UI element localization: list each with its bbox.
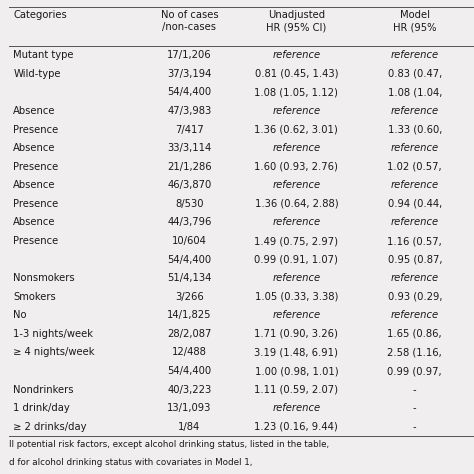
Text: 28/2,087: 28/2,087 <box>167 329 212 339</box>
Text: d for alcohol drinking status with covariates in Model 1,: d for alcohol drinking status with covar… <box>9 458 253 467</box>
Text: 1.33 (0.60,: 1.33 (0.60, <box>388 125 442 135</box>
Text: Presence: Presence <box>13 236 58 246</box>
Text: 0.93 (0.29,: 0.93 (0.29, <box>388 292 442 302</box>
Text: 54/4,400: 54/4,400 <box>167 366 211 376</box>
Text: 46/3,870: 46/3,870 <box>167 180 211 190</box>
Text: reference: reference <box>391 143 439 153</box>
Text: 1.71 (0.90, 3.26): 1.71 (0.90, 3.26) <box>255 329 338 339</box>
Text: 1.05 (0.33, 3.38): 1.05 (0.33, 3.38) <box>255 292 338 302</box>
Text: 44/3,796: 44/3,796 <box>167 218 212 228</box>
Text: 0.99 (0.91, 1.07): 0.99 (0.91, 1.07) <box>255 255 338 264</box>
Text: Smokers: Smokers <box>13 292 56 302</box>
Text: 0.83 (0.47,: 0.83 (0.47, <box>388 69 442 79</box>
Text: Categories: Categories <box>13 10 67 20</box>
Text: Absence: Absence <box>13 180 56 190</box>
Text: Model
HR (95%: Model HR (95% <box>393 10 437 32</box>
Text: 0.99 (0.97,: 0.99 (0.97, <box>387 366 442 376</box>
Text: reference: reference <box>272 403 320 413</box>
Text: Absence: Absence <box>13 143 56 153</box>
Text: 1-3 nights/week: 1-3 nights/week <box>13 329 93 339</box>
Text: Nondrinkers: Nondrinkers <box>13 384 74 395</box>
Text: ≥ 2 drinks/day: ≥ 2 drinks/day <box>13 422 87 432</box>
Text: 12/488: 12/488 <box>172 347 207 357</box>
Text: 1.08 (1.05, 1.12): 1.08 (1.05, 1.12) <box>255 87 338 98</box>
Text: Unadjusted
HR (95% CI): Unadjusted HR (95% CI) <box>266 10 327 32</box>
Text: 1.36 (0.64, 2.88): 1.36 (0.64, 2.88) <box>255 199 338 209</box>
Text: 0.81 (0.45, 1.43): 0.81 (0.45, 1.43) <box>255 69 338 79</box>
Text: Presence: Presence <box>13 199 58 209</box>
Text: -: - <box>413 384 417 395</box>
Text: 54/4,400: 54/4,400 <box>167 87 211 98</box>
Text: 1.02 (0.57,: 1.02 (0.57, <box>387 162 442 172</box>
Text: 1.08 (1.04,: 1.08 (1.04, <box>388 87 442 98</box>
Text: 1.60 (0.93, 2.76): 1.60 (0.93, 2.76) <box>255 162 338 172</box>
Text: reference: reference <box>391 106 439 116</box>
Text: 17/1,206: 17/1,206 <box>167 50 212 60</box>
Text: 51/4,134: 51/4,134 <box>167 273 212 283</box>
Text: reference: reference <box>272 273 320 283</box>
Text: 37/3,194: 37/3,194 <box>167 69 212 79</box>
Text: reference: reference <box>391 310 439 320</box>
Text: reference: reference <box>272 106 320 116</box>
Text: 0.95 (0.87,: 0.95 (0.87, <box>388 255 442 264</box>
Text: 3/266: 3/266 <box>175 292 204 302</box>
Text: 8/530: 8/530 <box>175 199 204 209</box>
Text: 0.94 (0.44,: 0.94 (0.44, <box>388 199 442 209</box>
Text: 1.11 (0.59, 2.07): 1.11 (0.59, 2.07) <box>255 384 338 395</box>
Text: Absence: Absence <box>13 218 56 228</box>
Text: No of cases
/non-cases: No of cases /non-cases <box>161 10 219 32</box>
Text: Mutant type: Mutant type <box>13 50 74 60</box>
Text: reference: reference <box>272 143 320 153</box>
Text: reference: reference <box>272 310 320 320</box>
Text: 14/1,825: 14/1,825 <box>167 310 212 320</box>
Text: 54/4,400: 54/4,400 <box>167 255 211 264</box>
Text: 3.19 (1.48, 6.91): 3.19 (1.48, 6.91) <box>255 347 338 357</box>
Text: 2.58 (1.16,: 2.58 (1.16, <box>387 347 442 357</box>
Text: Presence: Presence <box>13 125 58 135</box>
Text: 13/1,093: 13/1,093 <box>167 403 212 413</box>
Text: reference: reference <box>272 50 320 60</box>
Text: 40/3,223: 40/3,223 <box>167 384 211 395</box>
Text: 33/3,114: 33/3,114 <box>167 143 211 153</box>
Text: Presence: Presence <box>13 162 58 172</box>
Text: Wild-type: Wild-type <box>13 69 61 79</box>
Text: 1.36 (0.62, 3.01): 1.36 (0.62, 3.01) <box>255 125 338 135</box>
Text: Absence: Absence <box>13 106 56 116</box>
Text: 1.16 (0.57,: 1.16 (0.57, <box>387 236 442 246</box>
Text: 47/3,983: 47/3,983 <box>167 106 211 116</box>
Text: reference: reference <box>272 180 320 190</box>
Text: No: No <box>13 310 27 320</box>
Text: 1/84: 1/84 <box>178 422 201 432</box>
Text: 1.65 (0.86,: 1.65 (0.86, <box>387 329 442 339</box>
Text: Nonsmokers: Nonsmokers <box>13 273 75 283</box>
Text: ll potential risk factors, except alcohol drinking status, listed in the table,: ll potential risk factors, except alcoho… <box>9 440 329 449</box>
Text: reference: reference <box>272 218 320 228</box>
Text: 1 drink/day: 1 drink/day <box>13 403 70 413</box>
Text: 1.00 (0.98, 1.01): 1.00 (0.98, 1.01) <box>255 366 338 376</box>
Text: 1.49 (0.75, 2.97): 1.49 (0.75, 2.97) <box>255 236 338 246</box>
Text: reference: reference <box>391 180 439 190</box>
Text: reference: reference <box>391 218 439 228</box>
Text: 21/1,286: 21/1,286 <box>167 162 212 172</box>
Text: ≥ 4 nights/week: ≥ 4 nights/week <box>13 347 95 357</box>
Text: reference: reference <box>391 50 439 60</box>
Text: 1.23 (0.16, 9.44): 1.23 (0.16, 9.44) <box>255 422 338 432</box>
Text: 10/604: 10/604 <box>172 236 207 246</box>
Text: -: - <box>413 422 417 432</box>
Text: -: - <box>413 403 417 413</box>
Text: 7/417: 7/417 <box>175 125 204 135</box>
Text: reference: reference <box>391 273 439 283</box>
